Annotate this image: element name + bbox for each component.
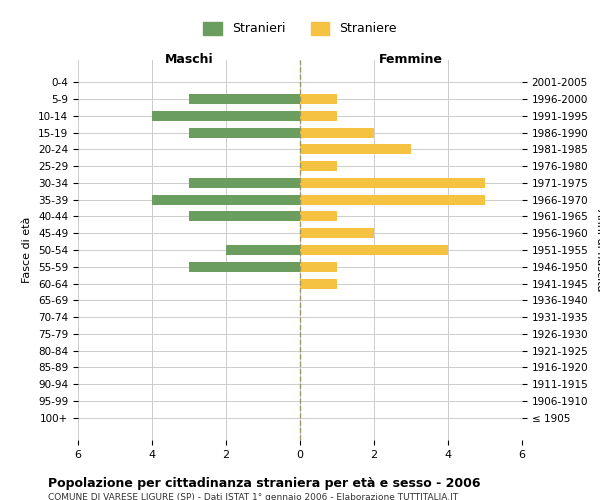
Text: Maschi: Maschi xyxy=(164,54,214,66)
Text: COMUNE DI VARESE LIGURE (SP) - Dati ISTAT 1° gennaio 2006 - Elaborazione TUTTITA: COMUNE DI VARESE LIGURE (SP) - Dati ISTA… xyxy=(48,492,458,500)
Bar xyxy=(226,245,300,255)
Bar xyxy=(300,94,337,104)
Bar xyxy=(300,128,374,138)
Bar xyxy=(300,278,337,288)
Bar xyxy=(152,194,300,204)
Bar xyxy=(189,212,300,222)
Text: Femmine: Femmine xyxy=(379,54,443,66)
Legend: Stranieri, Straniere: Stranieri, Straniere xyxy=(198,17,402,40)
Y-axis label: Anni di nascita: Anni di nascita xyxy=(595,209,600,291)
Bar xyxy=(189,94,300,104)
Y-axis label: Fasce di età: Fasce di età xyxy=(22,217,32,283)
Bar xyxy=(300,178,485,188)
Text: Popolazione per cittadinanza straniera per età e sesso - 2006: Popolazione per cittadinanza straniera p… xyxy=(48,478,481,490)
Bar xyxy=(300,194,485,204)
Bar xyxy=(300,111,337,121)
Bar xyxy=(300,228,374,238)
Bar xyxy=(189,262,300,272)
Bar xyxy=(300,144,411,154)
Bar xyxy=(300,245,448,255)
Bar xyxy=(300,161,337,171)
Bar xyxy=(300,212,337,222)
Bar xyxy=(300,262,337,272)
Bar xyxy=(189,128,300,138)
Bar xyxy=(189,178,300,188)
Bar xyxy=(152,111,300,121)
